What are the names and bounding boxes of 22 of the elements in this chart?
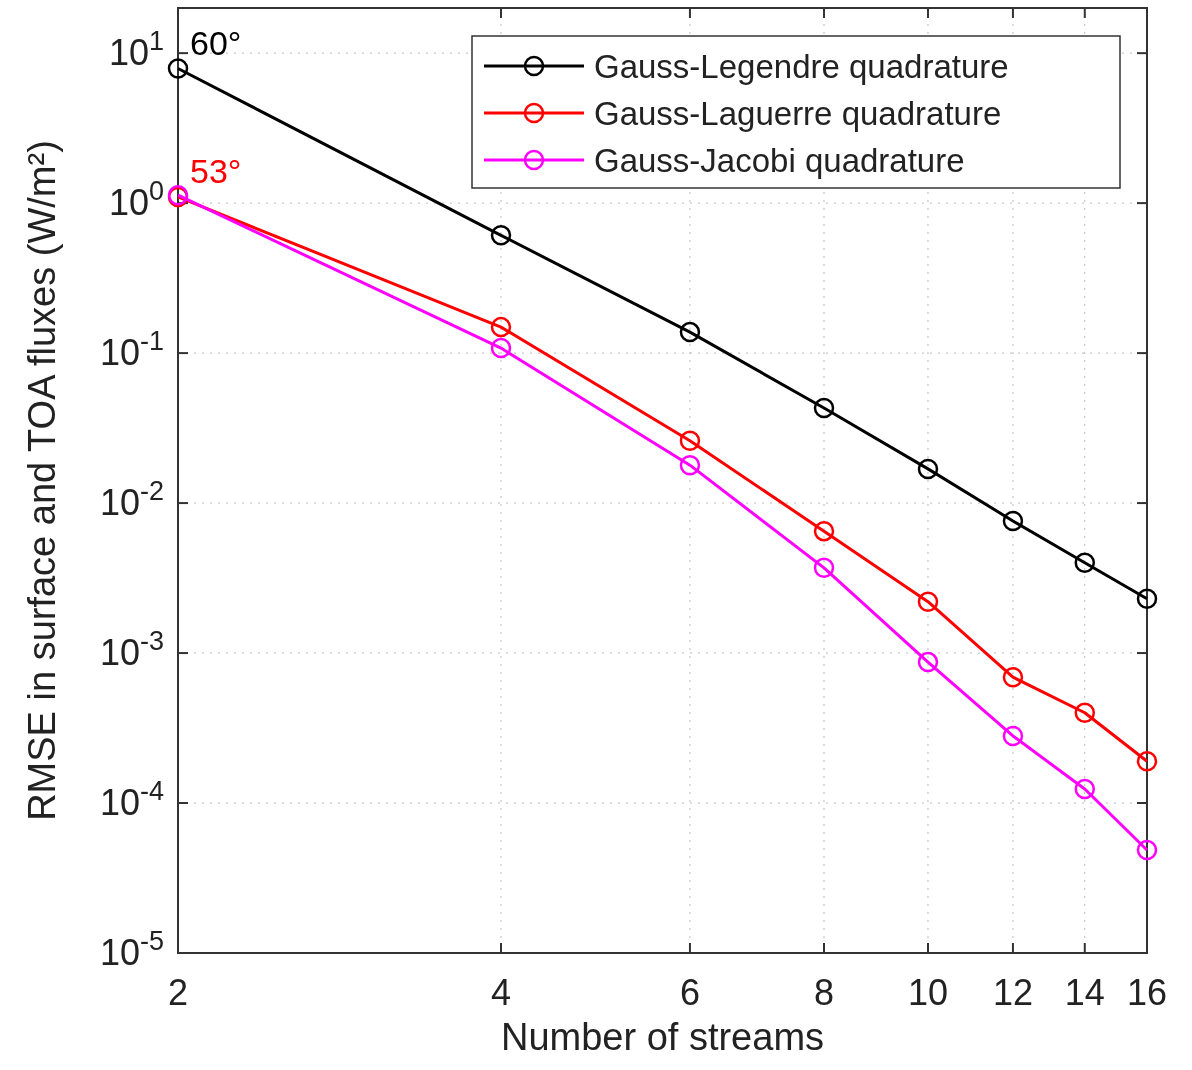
y-axis-title: RMSE in surface and TOA fluxes (W/m²) [21,140,63,821]
y-tick-label: 10$^{-5}$ [99,926,164,973]
y-tick-label: 10$^{-3}$ [99,626,164,674]
y-tick-label: 10$^{-1}$ [99,326,164,374]
legend-label: Gauss-Jacobi quadrature [594,142,965,179]
y-tick-label: 10$^{0}$ [108,176,164,224]
x-tick-label: 14 [1064,972,1105,1013]
y-tick-label: 10$^{-2}$ [99,476,164,524]
legend-label: Gauss-Legendre quadrature [594,48,1009,85]
x-tick-label: 8 [813,972,835,1013]
x-tick-label: 10 [907,972,949,1013]
legend-label: Gauss-Laguerre quadrature [594,95,1002,132]
x-tick-label: 2 [167,972,189,1013]
annotation: 60° [190,23,242,62]
x-tick-label: 6 [679,972,700,1013]
x-tick-label: 4 [490,972,512,1013]
y-tick-label: 10$^{-4}$ [99,776,164,824]
x-tick-label: 12 [992,972,1033,1013]
annotation: 53° [190,151,242,190]
x-tick-label: 16 [1126,972,1168,1013]
x-axis-title: Number of streams [500,1016,825,1058]
y-tick-label: 10$^{1}$ [108,26,164,74]
